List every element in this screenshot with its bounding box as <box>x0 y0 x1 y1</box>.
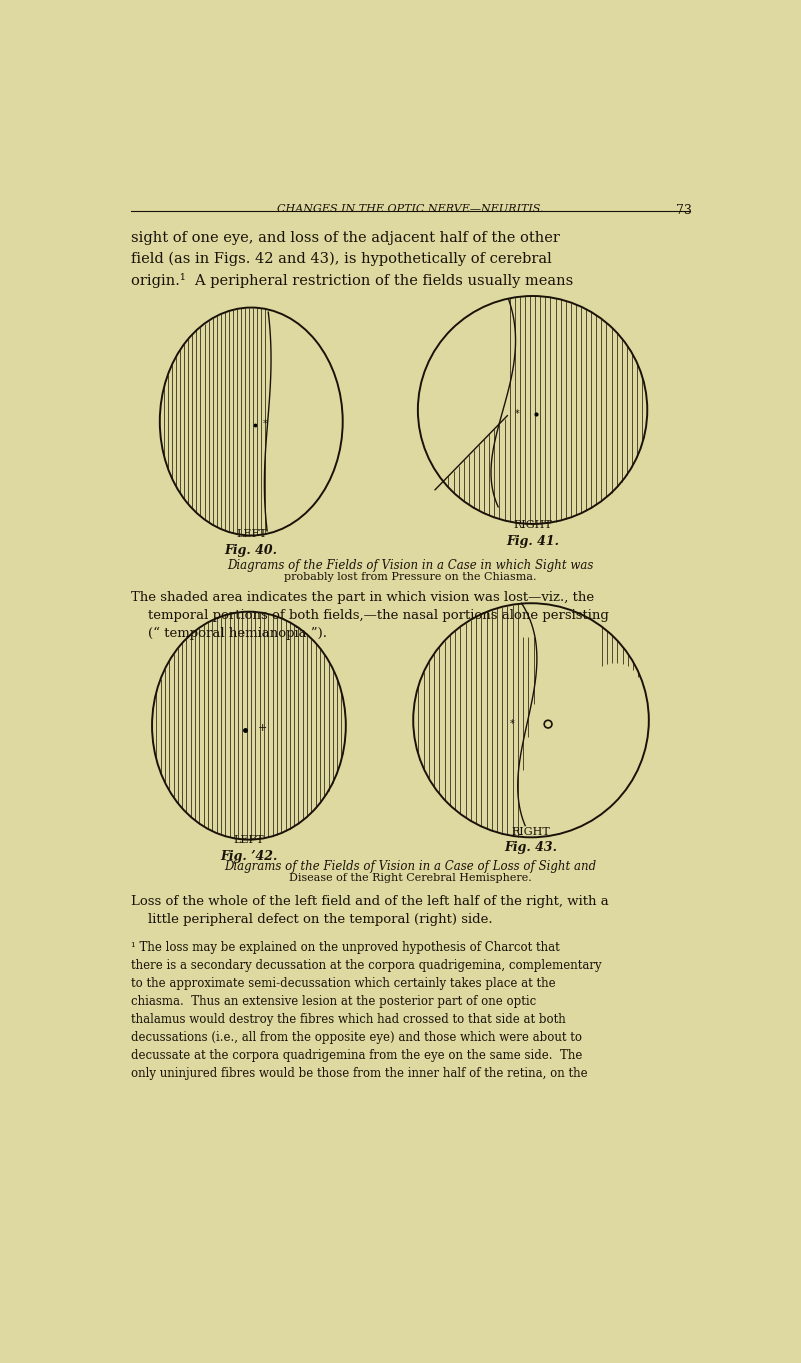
Text: Diagrams of the Fields of Vision in a Case in which Sight was: Diagrams of the Fields of Vision in a Ca… <box>227 559 594 571</box>
Text: CHANGES IN THE OPTIC NERVE—NEURITIS.: CHANGES IN THE OPTIC NERVE—NEURITIS. <box>277 203 544 214</box>
Text: sight of one eye, and loss of the adjacent half of the other
field (as in Figs. : sight of one eye, and loss of the adjace… <box>131 232 574 288</box>
Text: 73: 73 <box>675 203 691 217</box>
Text: *: * <box>509 720 514 729</box>
Text: Fig. 40.: Fig. 40. <box>225 544 278 557</box>
Text: The shaded area indicates the part in which vision was lost—viz., the
    tempor: The shaded area indicates the part in wh… <box>131 592 609 641</box>
Text: Fig. ʼ42.: Fig. ʼ42. <box>220 849 278 863</box>
Text: Loss of the whole of the left field and of the left half of the right, with a
  : Loss of the whole of the left field and … <box>131 895 609 925</box>
Text: Fig. 43.: Fig. 43. <box>505 841 557 855</box>
Text: LEFT: LEFT <box>236 529 267 540</box>
Text: LEFT: LEFT <box>234 836 264 845</box>
Text: Fig. 41.: Fig. 41. <box>506 534 559 548</box>
Text: RIGHT: RIGHT <box>513 521 552 530</box>
Text: *: * <box>515 409 520 418</box>
Text: *: * <box>263 418 268 429</box>
Text: Disease of the Right Cerebral Hemisphere.: Disease of the Right Cerebral Hemisphere… <box>289 872 532 883</box>
Text: ¹ The loss may be explained on the unproved hypothesis of Charcot that
there is : ¹ The loss may be explained on the unpro… <box>131 942 602 1081</box>
Text: +: + <box>258 722 268 733</box>
Text: probably lost from Pressure on the Chiasma.: probably lost from Pressure on the Chias… <box>284 571 537 582</box>
Text: RIGHT: RIGHT <box>512 827 550 837</box>
Text: Diagrams of the Fields of Vision in a Case of Loss of Sight and: Diagrams of the Fields of Vision in a Ca… <box>224 860 597 874</box>
